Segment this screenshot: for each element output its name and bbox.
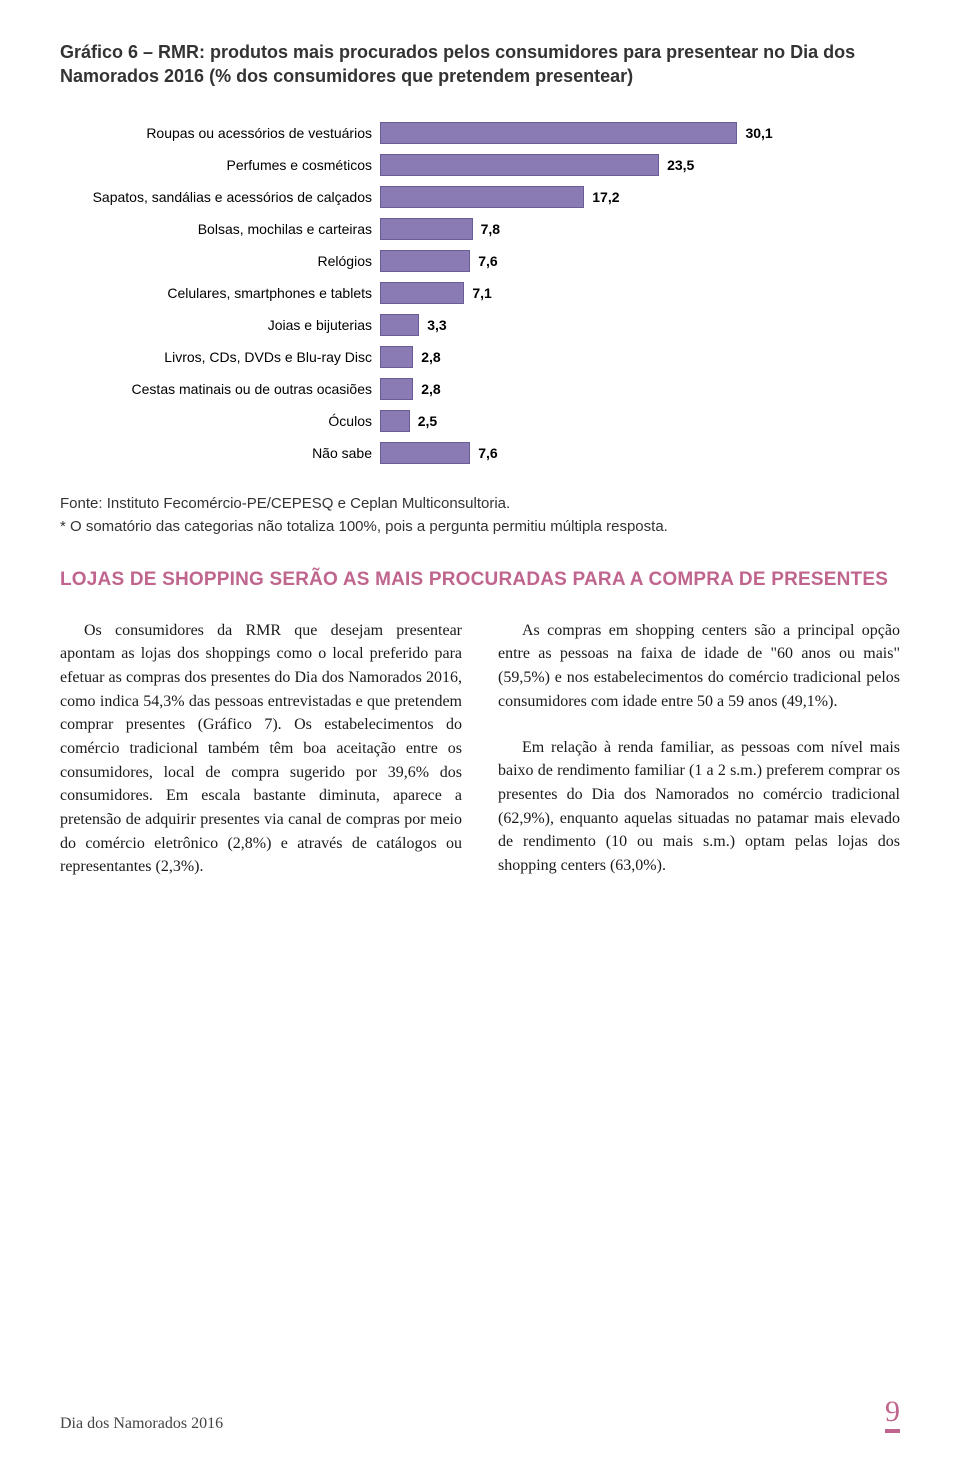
bar-category-label: Roupas ou acessórios de vestuários: [60, 125, 380, 141]
body-columns: Os consumidores da RMR que desejam prese…: [60, 619, 900, 879]
page-footer: Dia dos Namorados 2016 9: [60, 1397, 900, 1433]
chart-footnote: * O somatório das categorias não totaliz…: [60, 518, 900, 535]
bar-area: 2,8: [380, 341, 800, 373]
bar-row: Não sabe 7,6: [60, 437, 900, 469]
bar-row: Bolsas, mochilas e carteiras 7,8: [60, 213, 900, 245]
bar-rect: [380, 122, 737, 144]
bar-category-label: Sapatos, sandálias e acessórios de calça…: [60, 189, 380, 205]
bar-value-label: 3,3: [427, 317, 446, 333]
bar-category-label: Celulares, smartphones e tablets: [60, 285, 380, 301]
bar-row: Sapatos, sandálias e acessórios de calça…: [60, 181, 900, 213]
bar-value-label: 30,1: [745, 125, 772, 141]
bar-row: Relógios 7,6: [60, 245, 900, 277]
footer-doc-title: Dia dos Namorados 2016: [60, 1415, 223, 1433]
bar-row: Livros, CDs, DVDs e Blu-ray Disc 2,8: [60, 341, 900, 373]
chart-source: Fonte: Instituto Fecomércio-PE/CEPESQ e …: [60, 495, 900, 512]
bar-category-label: Bolsas, mochilas e carteiras: [60, 221, 380, 237]
bar-row: Cestas matinais ou de outras ocasiões 2,8: [60, 373, 900, 405]
paragraph: Os consumidores da RMR que desejam prese…: [60, 619, 462, 879]
bar-rect: [380, 186, 584, 208]
bar-area: 3,3: [380, 309, 800, 341]
bar-area: 7,8: [380, 213, 800, 245]
bar-rect: [380, 218, 473, 240]
bar-chart: Roupas ou acessórios de vestuários 30,1 Pe…: [60, 117, 900, 469]
bar-rect: [380, 378, 413, 400]
page-number: 9: [885, 1397, 900, 1433]
bar-rect: [380, 314, 419, 336]
bar-rect: [380, 250, 470, 272]
bar-value-label: 7,1: [472, 285, 491, 301]
bar-rect: [380, 154, 659, 176]
body-col-right: As compras em shopping centers são a pri…: [498, 619, 900, 879]
bar-area: 7,6: [380, 437, 800, 469]
bar-rect: [380, 346, 413, 368]
bar-category-label: Cestas matinais ou de outras ocasiões: [60, 381, 380, 397]
bar-category-label: Joias e bijuterias: [60, 317, 380, 333]
bar-category-label: Relógios: [60, 253, 380, 269]
bar-value-label: 17,2: [592, 189, 619, 205]
bar-value-label: 23,5: [667, 157, 694, 173]
bar-area: 23,5: [380, 149, 800, 181]
bar-area: 17,2: [380, 181, 800, 213]
body-col-left: Os consumidores da RMR que desejam prese…: [60, 619, 462, 879]
bar-value-label: 7,8: [481, 221, 500, 237]
bar-category-label: Livros, CDs, DVDs e Blu-ray Disc: [60, 349, 380, 365]
bar-value-label: 7,6: [478, 445, 497, 461]
bar-row: Joias e bijuterias 3,3: [60, 309, 900, 341]
bar-area: 7,1: [380, 277, 800, 309]
bar-area: 2,5: [380, 405, 800, 437]
bar-row: Óculos 2,5: [60, 405, 900, 437]
bar-category-label: Não sabe: [60, 445, 380, 461]
bar-row: Perfumes e cosméticos 23,5: [60, 149, 900, 181]
bar-category-label: Perfumes e cosméticos: [60, 157, 380, 173]
bar-area: 30,1: [380, 117, 800, 149]
bar-value-label: 2,8: [421, 349, 440, 365]
paragraph: Em relação à renda familiar, as pessoas …: [498, 736, 900, 878]
bar-area: 2,8: [380, 373, 800, 405]
chart-title: Gráfico 6 – RMR: produtos mais procurado…: [60, 40, 900, 89]
paragraph: As compras em shopping centers são a pri…: [498, 619, 900, 714]
bar-value-label: 2,8: [421, 381, 440, 397]
bar-value-label: 2,5: [418, 413, 437, 429]
bar-rect: [380, 442, 470, 464]
bar-area: 7,6: [380, 245, 800, 277]
bar-row: Roupas ou acessórios de vestuários 30,1: [60, 117, 900, 149]
bar-row: Celulares, smartphones e tablets 7,1: [60, 277, 900, 309]
bar-rect: [380, 410, 410, 432]
bar-category-label: Óculos: [60, 413, 380, 429]
bar-rect: [380, 282, 464, 304]
section-heading: LOJAS DE SHOPPING SERÃO AS MAIS PROCURAD…: [60, 569, 900, 591]
bar-value-label: 7,6: [478, 253, 497, 269]
